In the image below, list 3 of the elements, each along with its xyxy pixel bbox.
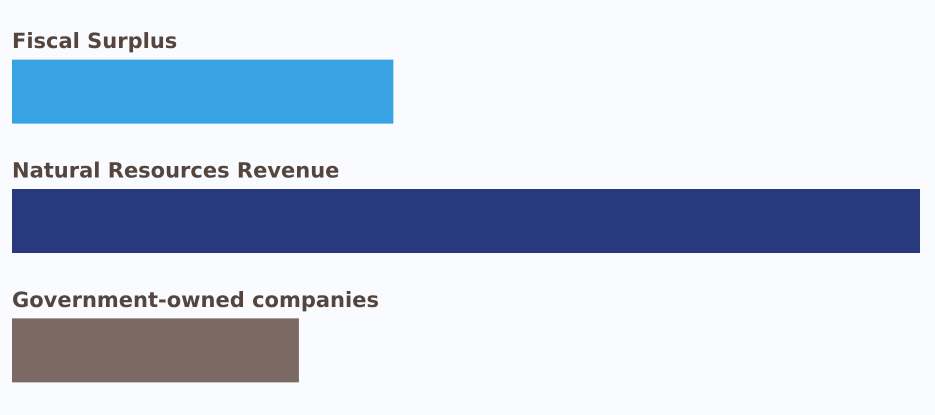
y-tick-label: Government-owned companies xyxy=(12,288,379,312)
y-tick-label: Fiscal Surplus xyxy=(12,29,178,54)
y-tick-label: Natural Resources Revenue xyxy=(12,158,340,182)
